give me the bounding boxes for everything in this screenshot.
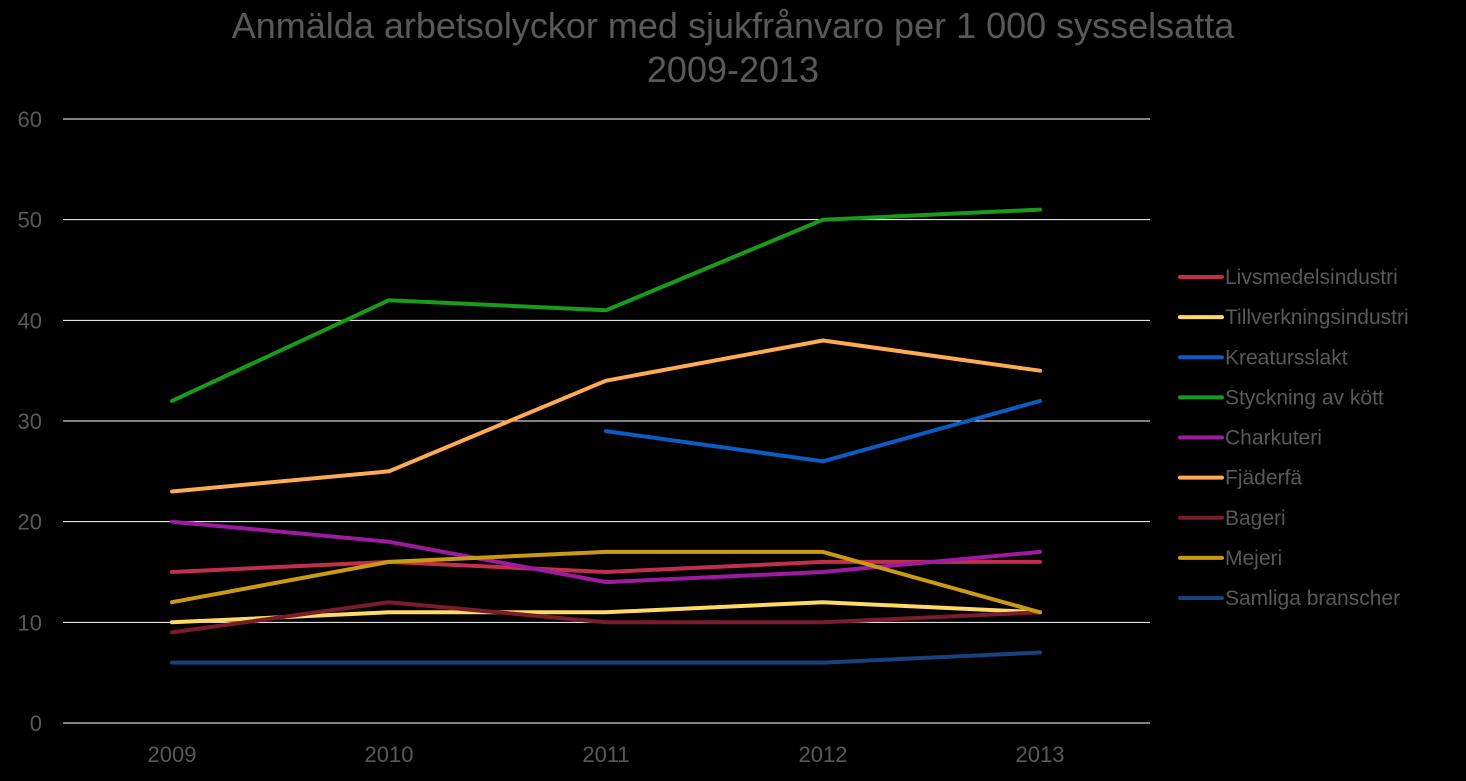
y-tick-label: 20 [18, 510, 42, 535]
y-tick-label: 10 [18, 610, 42, 635]
y-tick-label: 0 [30, 711, 42, 736]
y-tick-label: 60 [18, 107, 42, 132]
series-lines [170, 207, 1042, 665]
series-line-samliga-branscher [170, 650, 1042, 665]
legend-label: Charkuteri [1225, 427, 1322, 450]
chart-title-line-2: 2009-2013 [647, 49, 819, 90]
series-line-tillverkningsindustri [170, 600, 1042, 625]
x-tick-label: 2009 [148, 742, 197, 767]
legend-label: Mejeri [1225, 547, 1282, 570]
chart-title-line-1: Anmälda arbetsolyckor med sjukfrånvaro p… [232, 5, 1235, 46]
series-line-mejeri [170, 549, 1042, 615]
legend: Livsmedelsindustri Tillverkningsindustri K… [1178, 266, 1409, 610]
x-tick-label: 2012 [799, 742, 848, 767]
legend-label: Kreatursslakt [1225, 346, 1348, 369]
x-tick-label: 2010 [365, 742, 414, 767]
series-line-fjäderfä [170, 338, 1042, 494]
y-tick-label: 40 [18, 308, 42, 333]
legend-label: Styckning av kött [1225, 386, 1384, 409]
y-tick-label: 50 [18, 208, 42, 233]
legend-label: Fjäderfä [1225, 467, 1302, 490]
x-tick-label: 2013 [1016, 742, 1065, 767]
series-line-kreatursslakt [604, 398, 1042, 464]
x-tick-label: 2011 [582, 742, 629, 767]
legend-label: Bageri [1225, 507, 1286, 530]
x-axis-tick-labels: 2009 2010 2011 2012 2013 [148, 742, 1065, 767]
series-line-bageri [170, 600, 1042, 635]
y-axis-tick-labels: 0 10 20 30 40 50 60 [18, 107, 42, 736]
legend-label: Samliga branscher [1225, 587, 1400, 610]
series-line-charkuteri [170, 519, 1042, 585]
series-line-styckning-av-kött [170, 207, 1042, 403]
series-line-livsmedelsindustri [170, 559, 1042, 574]
legend-label: Tillverkningsindustri [1225, 306, 1409, 329]
legend-label: Livsmedelsindustri [1225, 266, 1398, 289]
y-tick-label: 30 [18, 409, 42, 434]
